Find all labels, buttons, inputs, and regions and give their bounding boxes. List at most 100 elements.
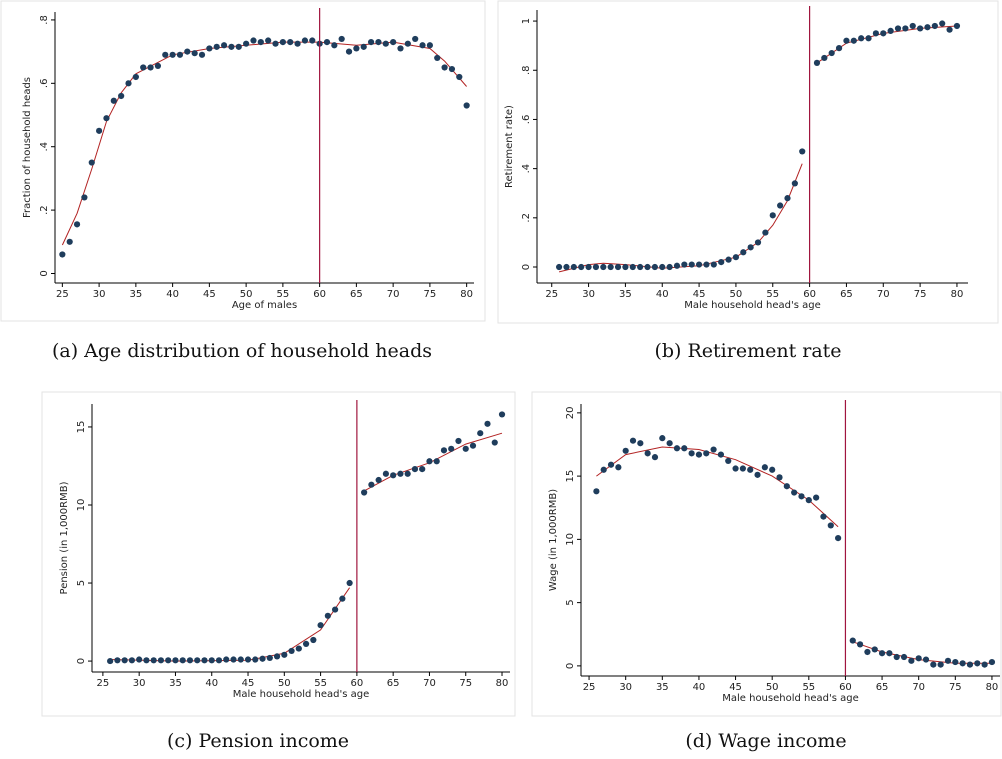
y-tick-label: .2 bbox=[521, 213, 532, 223]
fit-line bbox=[110, 432, 503, 662]
y-axis-label: Retirement rate) bbox=[504, 105, 515, 188]
data-point bbox=[272, 40, 279, 47]
data-point bbox=[498, 411, 506, 418]
data-point bbox=[783, 483, 790, 490]
x-tick-label: 75 bbox=[914, 289, 927, 300]
data-point bbox=[215, 657, 223, 664]
data-point bbox=[820, 513, 827, 520]
y-tick-label: .6 bbox=[39, 79, 50, 89]
data-point bbox=[169, 51, 176, 58]
panel-frame bbox=[41, 391, 516, 717]
data-point bbox=[864, 648, 871, 656]
data-point bbox=[681, 261, 688, 268]
data-point bbox=[939, 20, 946, 27]
data-point bbox=[946, 26, 953, 33]
data-point bbox=[644, 263, 651, 271]
data-point bbox=[323, 39, 331, 46]
data-point bbox=[798, 493, 805, 500]
x-tick-label: 35 bbox=[656, 682, 669, 693]
x-tick-label: 70 bbox=[423, 678, 436, 689]
x-tick-label: 80 bbox=[986, 682, 999, 693]
x-tick-label: 35 bbox=[129, 289, 142, 300]
data-point bbox=[121, 657, 128, 664]
data-point bbox=[448, 445, 455, 452]
x-tick-label: 70 bbox=[912, 682, 925, 693]
caption: (b) Retirement rate bbox=[654, 340, 841, 362]
caption: (c) Pension income bbox=[167, 730, 349, 752]
y-tick-label: 5 bbox=[565, 599, 576, 605]
x-axis-label: Male household head's age bbox=[233, 689, 370, 700]
data-point bbox=[157, 657, 165, 664]
data-point bbox=[924, 24, 931, 31]
data-point bbox=[725, 457, 732, 465]
data-point bbox=[150, 657, 157, 664]
x-tick-label: 50 bbox=[278, 678, 291, 689]
y-axis-label: Wage (in 1,000RMB) bbox=[548, 489, 559, 591]
data-point bbox=[426, 458, 433, 465]
x-tick-label: 40 bbox=[693, 682, 706, 693]
data-point bbox=[878, 650, 886, 657]
data-point bbox=[710, 261, 717, 268]
x-tick-label: 65 bbox=[840, 289, 853, 300]
x-tick-label: 60 bbox=[313, 289, 326, 300]
y-axis-label: Pension (in 1,000RMB) bbox=[59, 481, 70, 594]
data-point bbox=[172, 657, 179, 664]
data-point bbox=[931, 22, 938, 30]
data-point bbox=[637, 440, 644, 447]
data-point bbox=[887, 27, 894, 35]
y-tick-label: 1 bbox=[521, 18, 532, 24]
y-tick-label: .4 bbox=[39, 142, 50, 152]
data-point bbox=[345, 48, 353, 55]
panel-frame bbox=[0, 0, 486, 322]
data-point bbox=[96, 127, 103, 134]
data-point bbox=[578, 263, 585, 271]
y-tick-label: 0 bbox=[39, 270, 50, 276]
data-point bbox=[324, 612, 331, 619]
x-tick-label: 50 bbox=[730, 289, 743, 300]
x-tick-label: 60 bbox=[803, 289, 816, 300]
data-point bbox=[114, 657, 121, 664]
fit-line bbox=[596, 446, 992, 664]
data-point bbox=[710, 446, 717, 453]
data-point bbox=[434, 54, 441, 62]
x-tick-label: 30 bbox=[619, 682, 632, 693]
data-point bbox=[463, 102, 470, 109]
data-point bbox=[259, 655, 266, 662]
x-axis-label: Age of males bbox=[232, 300, 297, 311]
data-point bbox=[266, 654, 273, 662]
data-point bbox=[769, 466, 776, 473]
data-point bbox=[462, 445, 469, 452]
data-point bbox=[88, 159, 95, 166]
data-point bbox=[644, 450, 651, 457]
data-point bbox=[666, 440, 673, 447]
data-point bbox=[593, 488, 600, 495]
x-tick-label: 30 bbox=[133, 678, 146, 689]
data-point bbox=[917, 25, 924, 32]
data-point bbox=[959, 660, 966, 667]
data-point bbox=[390, 39, 397, 46]
data-point bbox=[179, 657, 186, 664]
data-point bbox=[717, 451, 725, 458]
data-point bbox=[856, 641, 864, 648]
data-point bbox=[930, 661, 937, 668]
data-point bbox=[281, 651, 288, 658]
y-tick-label: 0 bbox=[76, 658, 87, 664]
fit-line bbox=[61, 41, 467, 246]
x-tick-label: 75 bbox=[949, 682, 962, 693]
data-point bbox=[988, 658, 996, 666]
data-point bbox=[73, 221, 81, 228]
data-point bbox=[66, 238, 73, 245]
y-tick-label: 10 bbox=[565, 533, 576, 546]
data-point bbox=[477, 430, 484, 437]
data-point bbox=[440, 447, 448, 454]
data-point bbox=[404, 470, 411, 477]
data-point bbox=[433, 458, 440, 465]
data-point bbox=[455, 437, 462, 445]
data-point bbox=[165, 657, 172, 664]
x-tick-label: 35 bbox=[619, 289, 632, 300]
data-point bbox=[411, 465, 419, 473]
data-point bbox=[419, 42, 426, 49]
data-point bbox=[419, 465, 426, 473]
data-point bbox=[244, 656, 252, 663]
data-point bbox=[761, 464, 768, 471]
